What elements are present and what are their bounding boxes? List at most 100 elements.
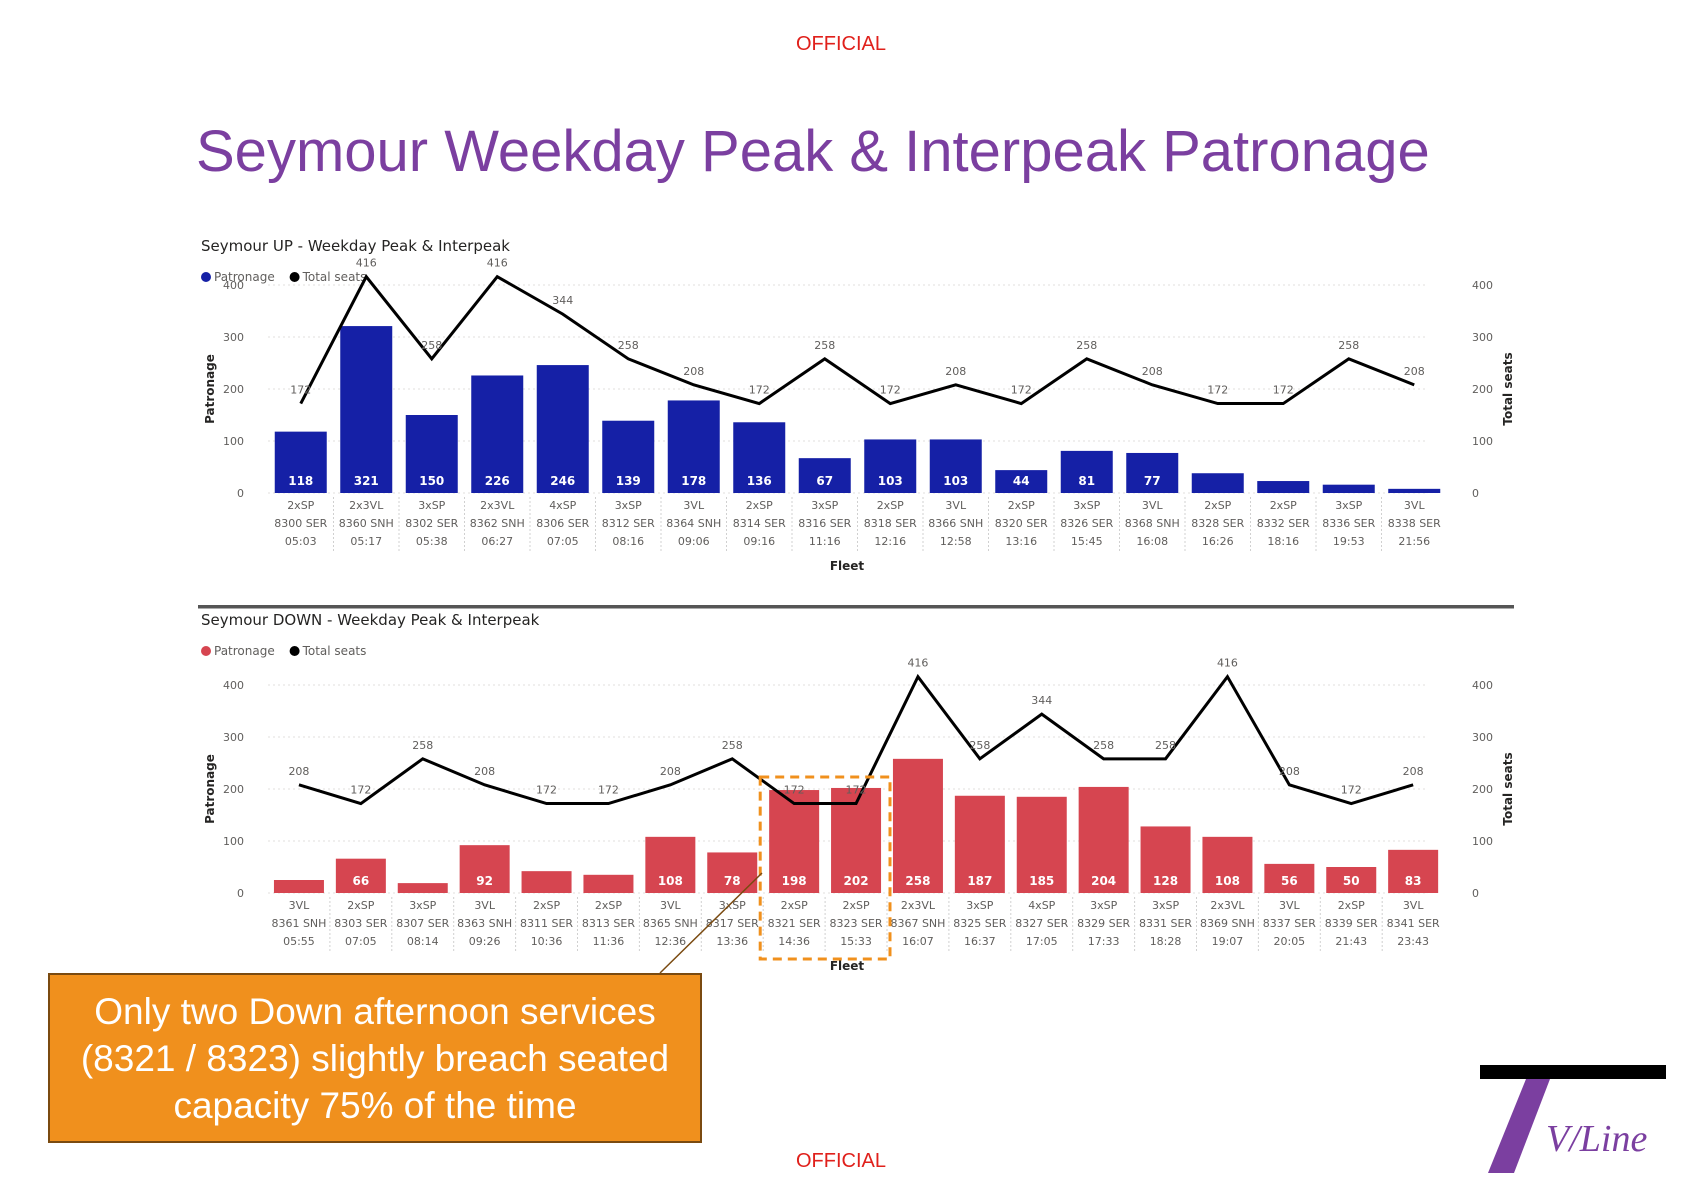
x-tick-label: 18:16 [1267, 535, 1299, 548]
x-tick-label: 8303 SER [334, 917, 387, 930]
x-tick-label: 8317 SER [706, 917, 759, 930]
seats-value-label: 416 [1217, 657, 1238, 670]
x-tick-label: 2x3VL [349, 499, 384, 512]
x-tick-label: 16:26 [1202, 535, 1234, 548]
x-tick-label: 05:03 [285, 535, 317, 548]
x-tick-label: 8336 SER [1322, 517, 1375, 530]
seats-value-label: 172 [1273, 384, 1294, 397]
legend-label-1: Total seats [302, 270, 367, 284]
x-tick-label: 05:17 [350, 535, 382, 548]
bar [274, 431, 327, 493]
y-tick-right: 100 [1472, 835, 1493, 848]
y-tick-left: 300 [223, 331, 244, 344]
bar-value-label: 198 [782, 874, 807, 888]
x-tick-label: 3xSP [1152, 899, 1179, 912]
x-tick-label: 05:38 [416, 535, 448, 548]
seats-value-label: 172 [1341, 784, 1362, 797]
y-tick-left: 300 [223, 731, 244, 744]
seats-value-label: 172 [1207, 384, 1228, 397]
page-title: Seymour Weekday Peak & Interpeak Patrona… [196, 119, 1430, 184]
y-tick-right: 0 [1472, 887, 1479, 900]
x-tick-label: 2xSP [842, 899, 869, 912]
chart-up: Seymour UP - Weekday Peak & Interpeak Pat… [201, 237, 1515, 573]
seats-value-label: 208 [1403, 765, 1424, 778]
y-tick-right: 400 [1472, 279, 1493, 292]
bar [667, 400, 720, 493]
y2-axis-title: Total seats [1501, 752, 1515, 825]
bar [1140, 826, 1191, 893]
bar [335, 858, 386, 893]
x-tick-label: 3VL [1403, 899, 1425, 912]
x-tick-label: 20:05 [1273, 935, 1305, 948]
bar [602, 420, 655, 493]
bar [583, 874, 634, 893]
bar-value-label: 50 [1343, 874, 1360, 888]
x-tick-label: 10:36 [531, 935, 563, 948]
seats-value-label: 258 [1155, 739, 1176, 752]
x-tick-label: 8321 SER [768, 917, 821, 930]
seats-value-label: 258 [618, 339, 639, 352]
bar-value-label: 202 [844, 874, 869, 888]
seats-value-label: 258 [969, 739, 990, 752]
bar [1078, 786, 1129, 893]
seats-line [298, 673, 1414, 806]
x-tick-label: 8316 SER [798, 517, 851, 530]
x-tick-label: 8332 SER [1257, 517, 1310, 530]
x-tick-label: 8339 SER [1325, 917, 1378, 930]
bar [1322, 484, 1375, 493]
x-tick-label: 21:43 [1335, 935, 1367, 948]
seats-value-label: 172 [880, 384, 901, 397]
x-tick-label: 09:06 [678, 535, 710, 548]
bar [954, 795, 1005, 893]
x-tick-label: 11:16 [809, 535, 841, 548]
bar [1060, 450, 1113, 493]
seats-value-label: 208 [945, 365, 966, 378]
bar [1191, 473, 1244, 493]
y-tick-left: 100 [223, 835, 244, 848]
x-tick-label: 8367 SNH [890, 917, 945, 930]
x-tick-label: 07:05 [345, 935, 377, 948]
x-tick-label: 8320 SER [995, 517, 1048, 530]
x-tick-label: 8306 SER [536, 517, 589, 530]
y-axis-title: Patronage [203, 754, 217, 824]
x-tick-label: 2xSP [347, 899, 374, 912]
seats-value-label: 208 [288, 765, 309, 778]
bar [1257, 481, 1310, 493]
seats-value-label: 172 [749, 384, 770, 397]
seats-line [299, 273, 1415, 406]
chart-title: Seymour DOWN - Weekday Peak & Interpeak [201, 611, 540, 629]
bar [995, 470, 1048, 493]
legend-dot-0 [201, 646, 211, 656]
bar [405, 415, 458, 493]
bar [1202, 836, 1253, 893]
x-tick-label: 3VL [289, 899, 311, 912]
x-tick-label: 11:36 [593, 935, 625, 948]
seats-value-label: 258 [412, 739, 433, 752]
x-tick-label: 19:53 [1333, 535, 1365, 548]
x-tick-label: 13:36 [716, 935, 748, 948]
bar-value-label: 246 [550, 474, 575, 488]
seats-value-label: 208 [1279, 765, 1300, 778]
x-tick-label: 2xSP [877, 499, 904, 512]
x-axis-title: Fleet [830, 959, 865, 973]
x-tick-label: 16:07 [902, 935, 934, 948]
bar-value-label: 56 [1281, 874, 1298, 888]
legend-label-1: Total seats [302, 644, 367, 658]
bar-value-label: 78 [724, 874, 741, 888]
x-tick-label: 09:26 [469, 935, 501, 948]
bar [1016, 796, 1067, 893]
x-tick-label: 8331 SER [1139, 917, 1192, 930]
x-tick-label: 12:16 [874, 535, 906, 548]
callout-pointer [659, 872, 763, 974]
legend-label-0: Patronage [214, 270, 275, 284]
bar-value-label: 128 [1153, 874, 1178, 888]
x-tick-label: 2xSP [1204, 499, 1231, 512]
x-tick-label: 2x3VL [901, 899, 936, 912]
bar [521, 871, 572, 893]
vline-logo: V/Line [1480, 1065, 1666, 1173]
bar [1126, 452, 1179, 493]
x-tick-label: 2xSP [1008, 499, 1035, 512]
seats-value-label: 208 [683, 365, 704, 378]
bar [733, 422, 786, 493]
bar-value-label: 77 [1144, 474, 1161, 488]
